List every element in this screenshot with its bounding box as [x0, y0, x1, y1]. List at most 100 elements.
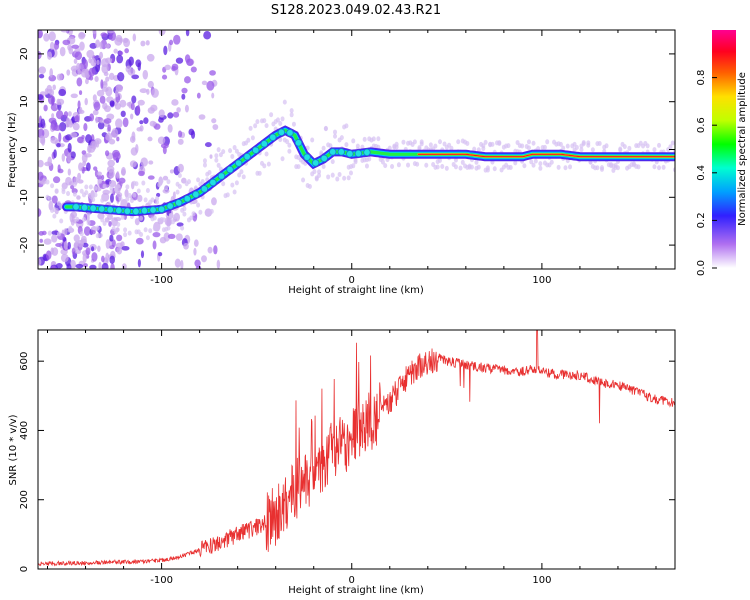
- heatmap-noise-blob: [83, 153, 92, 158]
- heatmap-noise-blob: [180, 259, 184, 269]
- heatmap-halo-blob: [401, 139, 406, 145]
- heatmap-halo-blob: [590, 147, 595, 153]
- heatmap-halo-blob: [95, 225, 100, 231]
- heatmap-noise-blob: [159, 236, 167, 244]
- heatmap-noise-blob: [75, 263, 84, 269]
- heatmap-noise-blob: [61, 153, 66, 162]
- heatmap-noise-blob: [190, 66, 197, 73]
- heatmap-halo-blob: [371, 136, 376, 142]
- heatmap-noise-blob: [125, 65, 131, 73]
- spectrogram-ytick-label: -20: [19, 237, 30, 253]
- heatmap-halo-blob: [531, 140, 536, 146]
- heatmap-halo-blob: [152, 226, 157, 232]
- heatmap-halo-blob: [202, 158, 207, 164]
- heatmap-halo-blob: [86, 220, 91, 226]
- heatmap-halo-blob: [330, 159, 335, 165]
- heatmap-halo-blob: [476, 164, 481, 170]
- colorbar-tick-label: 0.2: [696, 212, 707, 228]
- heatmap-noise-blob: [166, 217, 171, 227]
- heatmap-noise-blob: [89, 75, 94, 81]
- heatmap-noise-blob: [201, 255, 207, 263]
- heatmap-halo-blob: [522, 163, 527, 169]
- heatmap-noise-blob: [43, 104, 48, 112]
- heatmap-halo-blob: [91, 197, 96, 203]
- heatmap-noise-blob: [108, 138, 116, 145]
- heatmap-noise-blob: [183, 242, 189, 250]
- heatmap-noise-blob: [95, 62, 101, 73]
- heatmap-halo-blob: [670, 140, 675, 146]
- heatmap-noise-blob: [70, 259, 76, 269]
- snr-xtick-label: -100: [150, 575, 173, 586]
- heatmap-halo-blob: [586, 142, 591, 148]
- heatmap-halo-blob: [155, 195, 160, 201]
- heatmap-noise-blob: [116, 246, 123, 255]
- heatmap-ridge-bead: [166, 202, 174, 210]
- heatmap-halo-blob: [344, 123, 349, 129]
- heatmap-noise-blob: [66, 69, 71, 76]
- heatmap-noise-blob: [138, 170, 145, 177]
- heatmap-noise-blob: [162, 188, 170, 194]
- heatmap-noise-blob: [74, 115, 80, 122]
- heatmap-noise-blob: [66, 117, 70, 124]
- heatmap-noise-blob: [67, 153, 72, 163]
- heatmap-ridge-bead: [115, 206, 123, 215]
- heatmap-halo-blob: [668, 144, 673, 150]
- heatmap-noise-blob: [115, 34, 123, 42]
- heatmap-halo-blob: [556, 164, 561, 170]
- heatmap-halo-blob: [275, 117, 280, 123]
- heatmap-noise-blob: [73, 58, 78, 64]
- heatmap-noise-blob: [149, 120, 156, 127]
- heatmap-halo-blob: [255, 119, 260, 125]
- heatmap-noise-blob: [121, 245, 130, 251]
- heatmap-noise-blob: [167, 233, 176, 239]
- heatmap-noise-blob: [160, 143, 169, 149]
- heatmap-halo-blob: [323, 126, 328, 132]
- heatmap-halo-blob: [230, 182, 235, 188]
- heatmap-noise-blob: [148, 160, 154, 165]
- heatmap-noise-blob: [140, 157, 148, 167]
- heatmap-ridge-bead: [260, 140, 268, 148]
- heatmap-noise-blob: [181, 93, 186, 100]
- heatmap-halo-blob: [636, 164, 641, 170]
- heatmap-noise-blob: [108, 72, 115, 81]
- heatmap-halo-blob: [387, 145, 392, 151]
- heatmap-noise-blob: [71, 116, 75, 124]
- heatmap-noise-blob: [93, 101, 101, 111]
- spectrogram-heatmap: [38, 30, 675, 269]
- heatmap-halo-blob: [353, 159, 358, 165]
- heatmap-noise-blob: [102, 189, 110, 195]
- heatmap-noise-blob: [157, 136, 166, 145]
- heatmap-halo-blob: [264, 123, 269, 129]
- heatmap-noise-blob: [209, 154, 213, 159]
- heatmap-noise-blob: [56, 110, 64, 120]
- heatmap-noise-blob: [107, 159, 115, 167]
- heatmap-halo-blob: [437, 139, 442, 145]
- heatmap-ridge-bead: [243, 152, 251, 161]
- heatmap-halo-blob: [428, 142, 433, 148]
- heatmap-noise-blob: [136, 127, 143, 132]
- heatmap-noise-blob: [172, 111, 180, 118]
- heatmap-halo-blob: [86, 211, 91, 217]
- heatmap-halo-blob: [419, 141, 424, 147]
- heatmap-halo-blob: [529, 159, 534, 165]
- heatmap-noise-blob: [122, 117, 129, 128]
- heatmap-ridge-bead: [132, 207, 140, 216]
- heatmap-halo-blob: [234, 180, 239, 186]
- heatmap-noise-blob: [49, 68, 54, 78]
- heatmap-noise-blob: [57, 98, 65, 105]
- heatmap-halo-blob: [449, 145, 454, 151]
- heatmap-halo-blob: [56, 231, 61, 237]
- heatmap-ridge-bead: [72, 203, 80, 211]
- heatmap-halo-blob: [661, 164, 666, 170]
- heatmap-noise-blob: [76, 77, 83, 87]
- heatmap-noise-blob: [38, 66, 47, 74]
- heatmap-halo-blob: [533, 158, 538, 164]
- snr-ytick-label: 0: [19, 566, 30, 572]
- heatmap-noise-blob: [47, 95, 56, 105]
- heatmap-noise-blob: [86, 162, 91, 172]
- heatmap-halo-blob: [558, 141, 563, 147]
- heatmap-halo-blob: [52, 206, 57, 212]
- heatmap-ridge-bead: [97, 205, 106, 213]
- heatmap-noise-blob: [116, 136, 120, 142]
- snr-xtick-label: 0: [349, 575, 355, 586]
